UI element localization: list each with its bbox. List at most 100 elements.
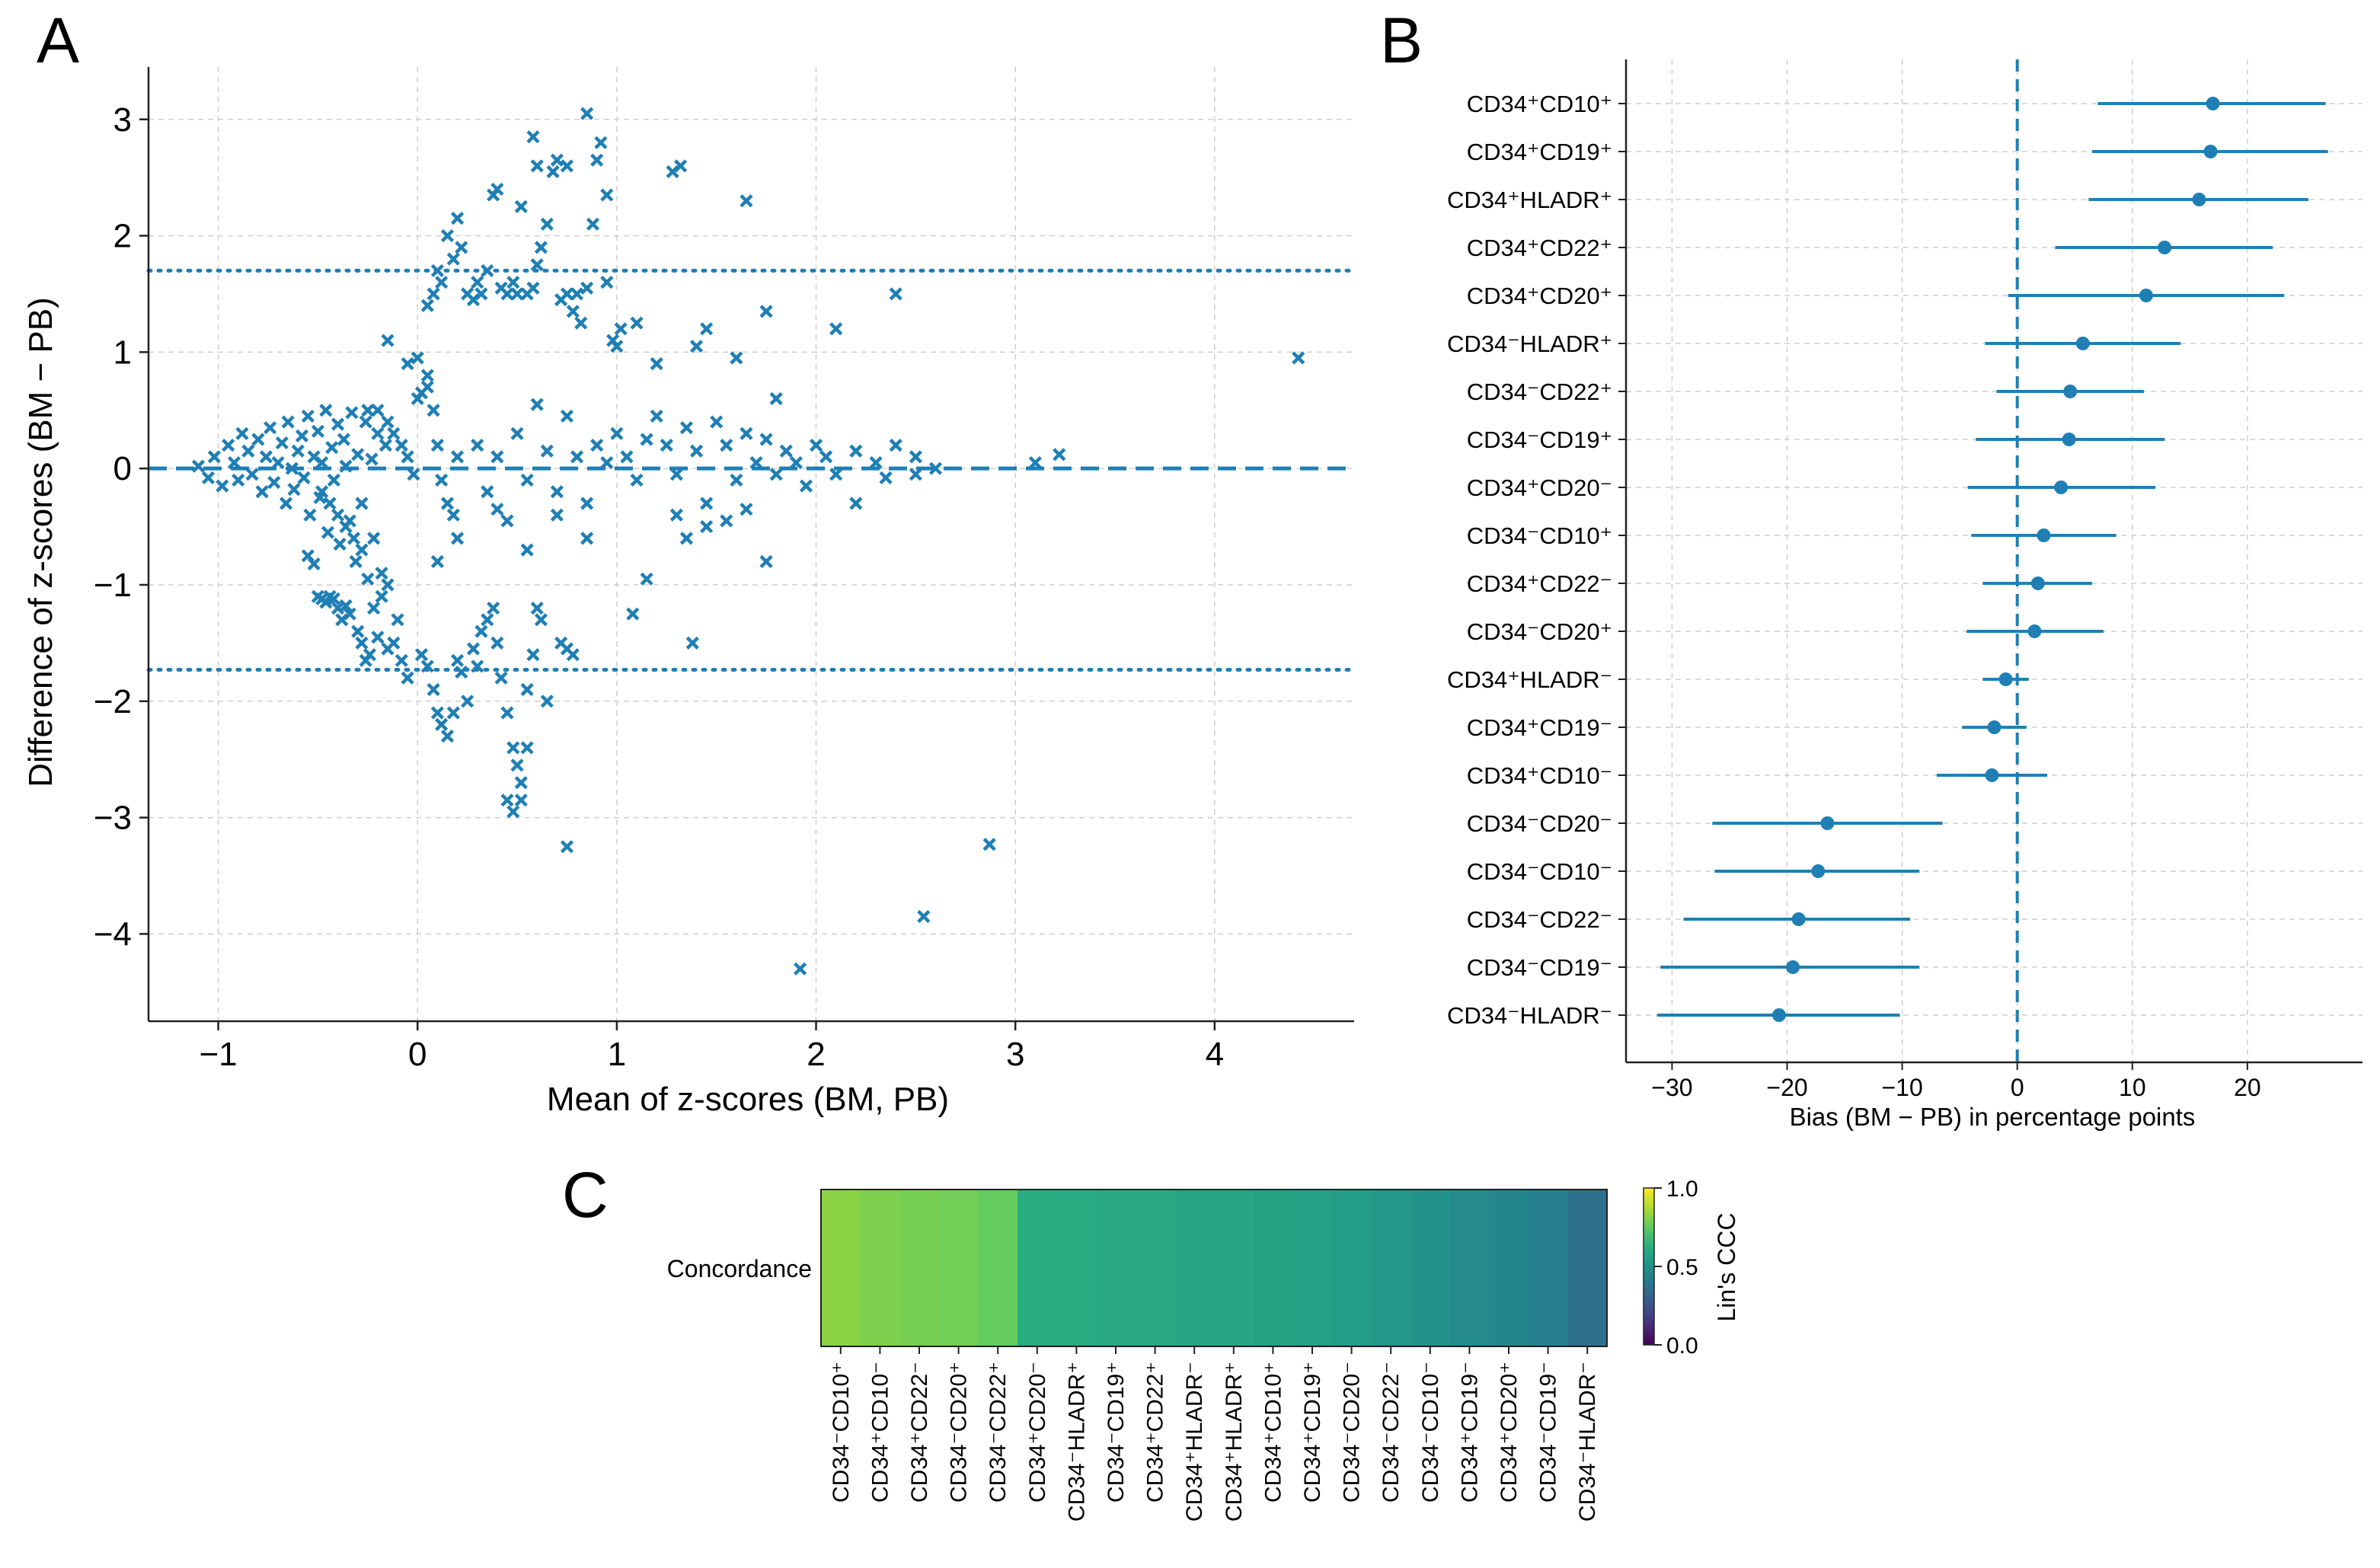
data-point <box>759 554 773 569</box>
data-point <box>430 554 444 569</box>
data-point <box>191 459 206 473</box>
data-point <box>740 503 753 516</box>
panel-c-frame <box>820 1189 1608 1347</box>
panel-a-ticks: −1 0 1 2 3 4 −4 −3 −2 −1 0 1 2 3 <box>94 101 1224 1073</box>
data-point <box>669 508 683 522</box>
data-point <box>580 532 594 545</box>
data-point <box>303 508 317 522</box>
data-point <box>679 421 694 435</box>
data-point <box>586 217 600 231</box>
data-point <box>759 433 773 446</box>
data-point <box>829 322 843 336</box>
data-point <box>514 200 528 213</box>
data-point <box>514 794 528 807</box>
panel-label-b: B <box>1380 5 1423 76</box>
panel-c-heatmap: Concordance CD34⁻CD10⁺ CD34⁺CD10⁻ CD34⁺CD2… <box>667 1177 1740 1522</box>
a-xtick-label: 3 <box>1006 1036 1024 1073</box>
data-point <box>510 758 524 772</box>
data-point <box>506 741 520 755</box>
data-point <box>450 653 465 667</box>
panel-b-ticks: −30 −20 −10 0 10 20 <box>1618 103 2261 1101</box>
bias-point <box>1811 864 1826 878</box>
panel-a-reference-lines <box>146 268 1356 672</box>
data-point <box>375 567 388 580</box>
colorbar-tick-label: 0.0 <box>1666 1333 1698 1359</box>
data-point <box>216 479 229 493</box>
heatmap-cell <box>1292 1190 1333 1346</box>
data-point <box>481 613 494 627</box>
data-point <box>1053 448 1066 461</box>
data-point <box>829 468 843 481</box>
data-point <box>689 340 704 353</box>
data-point <box>401 357 414 371</box>
data-point <box>574 316 588 330</box>
data-point <box>520 741 534 755</box>
row-label: CD34⁻CD19⁺ <box>1467 426 1612 453</box>
data-point <box>361 404 375 417</box>
panel-b-rows: CD34⁺CD10⁺ CD34⁺CD19⁺ CD34⁺HLADR⁺ CD34⁺CD22… <box>1447 91 2328 1029</box>
heatmap-cell <box>1371 1190 1411 1346</box>
bias-point <box>1820 816 1835 830</box>
row-label: CD34⁻CD19⁻ <box>1467 954 1612 981</box>
data-point <box>440 730 455 743</box>
data-point <box>759 305 773 318</box>
row-label: CD34⁺CD20⁺ <box>1467 283 1612 309</box>
data-point <box>626 607 640 621</box>
c-xtick-label: CD34⁺HLADR⁻ <box>1182 1362 1207 1522</box>
data-point <box>371 404 385 417</box>
data-point <box>510 426 524 440</box>
data-point <box>381 334 395 347</box>
row-label: CD34⁺HLADR⁺ <box>1447 187 1612 213</box>
data-point <box>590 153 604 167</box>
a-ytick-label: 1 <box>113 334 132 371</box>
data-point <box>879 471 893 484</box>
data-point <box>590 439 604 452</box>
row-label: CD34⁻CD22⁻ <box>1467 906 1612 933</box>
bias-point <box>1987 720 2001 734</box>
data-point <box>375 589 388 603</box>
data-point <box>580 107 594 120</box>
data-point <box>371 631 385 644</box>
data-point <box>540 695 554 708</box>
data-point <box>426 404 440 417</box>
data-point <box>327 592 340 605</box>
data-point <box>279 497 293 510</box>
a-ytick-label: 3 <box>113 101 132 139</box>
data-point <box>311 424 324 438</box>
c-xtick-label: CD34⁻CD20⁺ <box>947 1362 972 1503</box>
data-point <box>466 642 481 656</box>
row-label: CD34⁻CD20⁻ <box>1467 810 1612 837</box>
data-point <box>740 194 753 208</box>
data-point <box>387 426 401 440</box>
data-point <box>339 519 353 534</box>
data-point <box>446 508 460 522</box>
data-point <box>281 415 295 429</box>
data-point <box>331 417 345 431</box>
data-point <box>267 475 281 490</box>
data-point <box>534 241 548 254</box>
data-point <box>570 450 584 464</box>
panel-c-row-label: Concordance <box>667 1255 812 1282</box>
data-point <box>414 648 429 662</box>
c-xtick-label: CD34⁺CD19⁺ <box>1300 1362 1325 1503</box>
c-xtick-label: CD34⁻HLADR⁻ <box>1575 1362 1600 1522</box>
data-point <box>450 450 465 464</box>
data-point <box>530 601 544 615</box>
c-xtick-label: CD34⁻CD10⁻ <box>1418 1362 1443 1503</box>
c-xtick-label: CD34⁺CD10⁺ <box>1260 1362 1286 1503</box>
data-point <box>510 287 524 301</box>
data-point <box>315 485 329 499</box>
data-point <box>381 578 395 592</box>
a-xtick-label: 1 <box>608 1036 626 1073</box>
data-point <box>494 671 508 685</box>
data-point <box>401 450 414 464</box>
data-point <box>365 452 379 466</box>
data-point <box>301 409 315 423</box>
bias-point <box>2027 624 2042 638</box>
data-point <box>809 439 823 452</box>
data-point <box>307 557 321 571</box>
c-xtick-label: CD34⁺CD10⁻ <box>867 1362 893 1503</box>
data-point <box>710 415 724 429</box>
data-point <box>315 455 329 470</box>
